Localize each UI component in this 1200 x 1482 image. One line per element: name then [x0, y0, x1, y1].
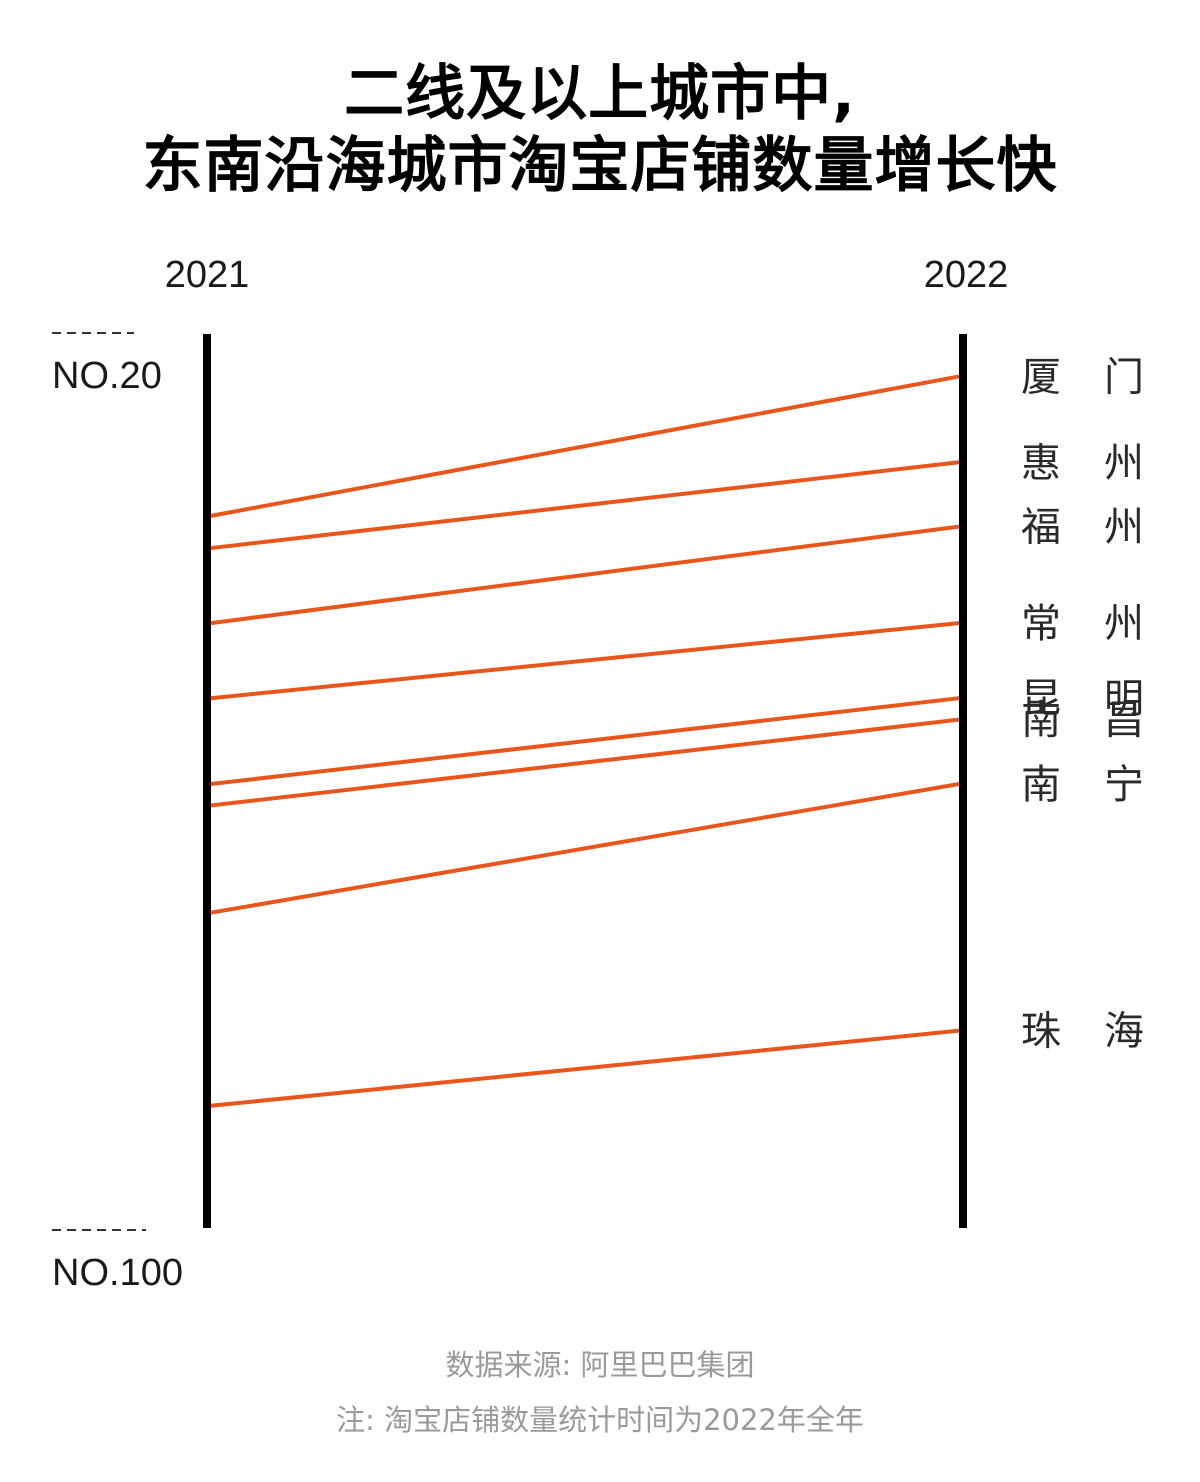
series-line-2 — [210, 460, 960, 551]
city-label-char-2: 州 — [1104, 505, 1144, 551]
rank-top-label: NO.20 — [52, 355, 162, 397]
city-label-char-2: 门 — [1104, 354, 1144, 400]
city-label-char-1: 福 — [1021, 505, 1061, 551]
city-label-char-1: 常 — [1021, 601, 1061, 647]
city-label-char-1: 南 — [1021, 762, 1061, 808]
series-line-3 — [210, 524, 960, 626]
series-line-7 — [210, 782, 960, 915]
city-label-char-2: 海 — [1104, 1009, 1144, 1055]
city-label-char-2: 宁 — [1104, 762, 1144, 808]
city-label-char-1: 昆 — [1021, 676, 1061, 722]
series-line-8 — [210, 1028, 960, 1108]
rank-bottom-label: NO.100 — [52, 1252, 183, 1294]
chart-title-line-2: 东南沿海城市淘宝店铺数量增长快 — [142, 131, 1058, 201]
x-tick-label-2021: 2021 — [165, 254, 250, 296]
series-line-5 — [210, 696, 960, 786]
city-label-char-2: 明 — [1104, 676, 1144, 722]
city-label-char-1: 南 — [1021, 698, 1061, 744]
series-line-1 — [210, 374, 960, 518]
chart-title-line-1: 二线及以上城市中, — [344, 59, 856, 129]
statistics-note: 注: 淘宝店铺数量统计时间为2022年全年 — [336, 1403, 864, 1437]
city-label-char-1: 惠 — [1021, 440, 1061, 486]
x-tick-label-2022: 2022 — [924, 254, 1009, 296]
city-label-char-1: 厦 — [1021, 354, 1061, 400]
series-line-4 — [210, 621, 960, 701]
city-label-char-2: 州 — [1104, 601, 1144, 647]
city-label-char-1: 珠 — [1021, 1009, 1061, 1055]
city-label-char-2: 州 — [1104, 440, 1144, 486]
data-source-note: 数据来源: 阿里巴巴集团 — [445, 1348, 755, 1382]
city-label-char-2: 昌 — [1104, 698, 1144, 744]
series-line-6 — [210, 717, 960, 808]
